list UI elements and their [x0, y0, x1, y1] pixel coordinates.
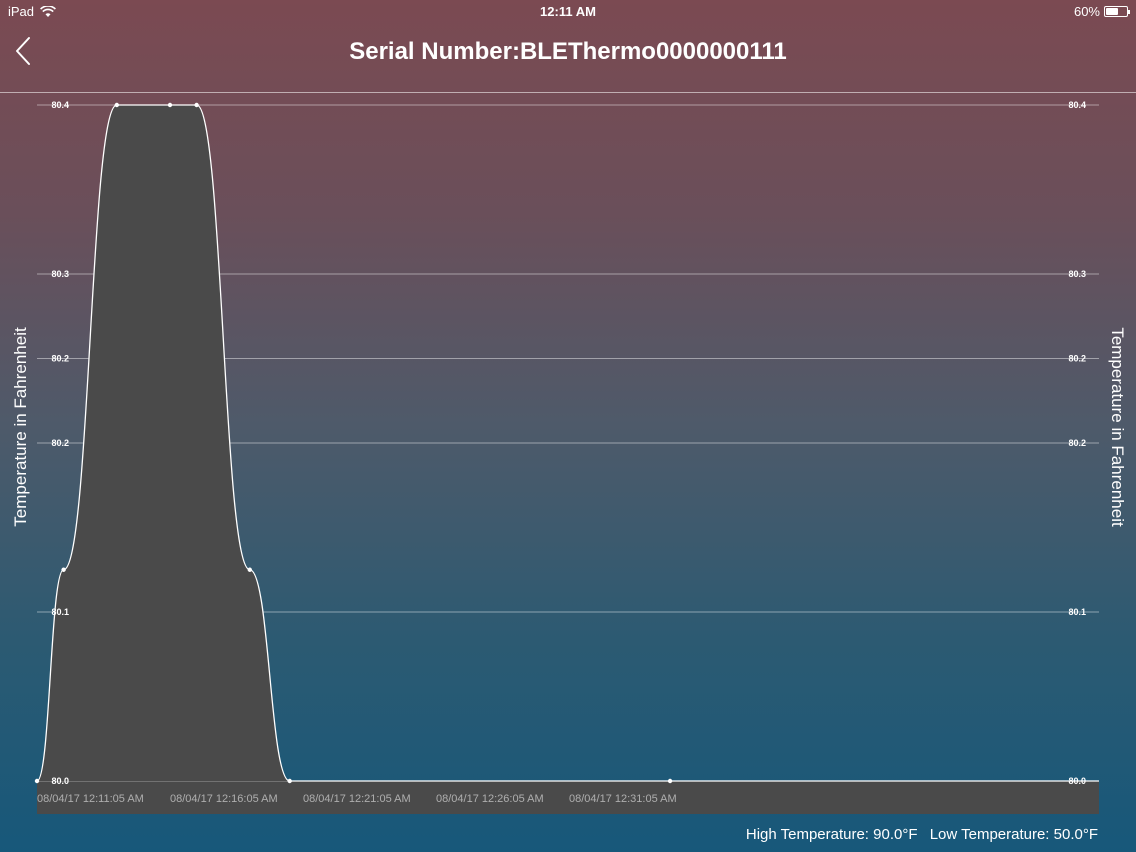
data-point	[167, 102, 173, 108]
x-tick-label: 08/04/17 12:31:05 AM	[569, 793, 677, 805]
y-tick-label-right: 80.4	[1068, 100, 1086, 110]
status-time: 12:11 AM	[540, 4, 596, 19]
temperature-limits: High Temperature: 90.0°F Low Temperature…	[738, 826, 1098, 843]
y-tick-label-left: 80.2	[51, 354, 69, 364]
chart-bottom-band	[37, 781, 1099, 814]
y-tick-label-right: 80.0	[1068, 776, 1086, 786]
data-point	[114, 102, 120, 108]
y-tick-label-left: 80.3	[51, 269, 69, 279]
data-point	[34, 778, 40, 784]
battery-percent: 60%	[1073, 4, 1100, 19]
back-button[interactable]	[10, 34, 40, 70]
high-temperature: High Temperature: 90.0°F	[745, 826, 918, 843]
y-axis-ticks: 80.0 80.0 80.1 80.1 80.2 80.2 80.2 80.2 80.3 80.3…	[51, 100, 1086, 786]
y-tick-label-right: 80.3	[1068, 269, 1086, 279]
data-points	[34, 102, 673, 784]
device-name: iPad	[8, 4, 35, 19]
chevron-left-icon	[16, 37, 30, 65]
y-tick-label-right: 80.2	[1068, 354, 1086, 364]
x-axis-ticks: 08/04/17 12:11:05 AM 08/04/17 12:16:05 AM…	[37, 793, 677, 805]
x-tick-label: 08/04/17 12:26:05 AM	[436, 793, 544, 805]
y-tick-label-right: 80.1	[1068, 607, 1086, 617]
navigation-bar: Serial Number:BLEThermo0000000111	[0, 22, 1136, 93]
data-point	[287, 778, 292, 784]
x-tick-label: 08/04/17 12:16:05 AM	[170, 793, 278, 805]
y-tick-label-left: 80.1	[51, 607, 69, 617]
y-tick-label-left: 80.0	[51, 776, 69, 786]
low-temperature: Low Temperature: 50.0°F	[929, 826, 1098, 843]
wifi-icon	[40, 5, 56, 17]
temperature-area	[37, 105, 1099, 781]
x-tick-label: 08/04/17 12:11:05 AM	[37, 793, 144, 805]
y-tick-label-left: 80.2	[51, 438, 69, 448]
x-tick-label: 08/04/17 12:21:05 AM	[303, 793, 411, 805]
y-tick-label-right: 80.2	[1068, 438, 1086, 448]
battery-icon	[1104, 6, 1130, 17]
page-title: Serial Number:BLEThermo0000000111	[349, 38, 787, 65]
status-bar: iPad 12:11 AM 60%	[0, 0, 1136, 22]
data-point	[61, 567, 66, 572]
y-axis-label-left: Temperature in Fahrenheit	[11, 327, 30, 527]
data-point	[667, 778, 673, 784]
y-tick-label-left: 80.4	[51, 100, 69, 110]
data-point	[194, 102, 199, 108]
y-axis-label-right: Temperature in Fahrenheit	[1108, 327, 1127, 527]
data-point	[247, 567, 252, 572]
